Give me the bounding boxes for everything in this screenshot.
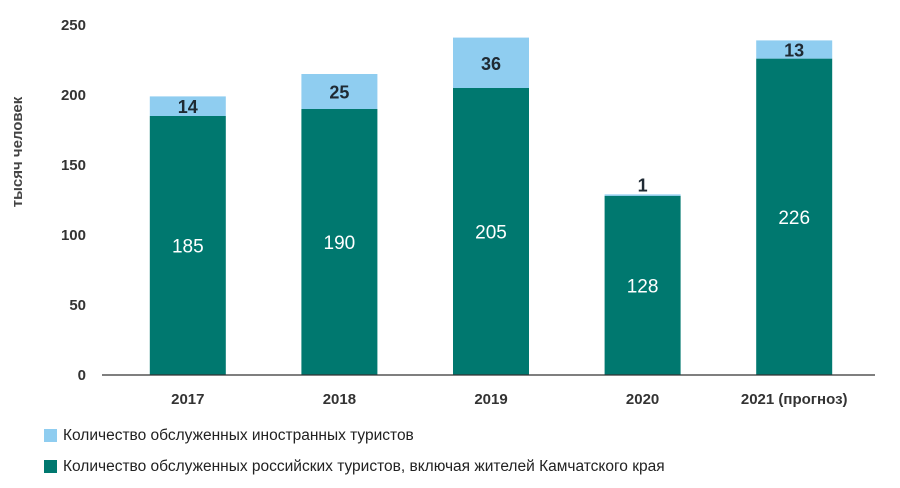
legend-label-foreign: Количество обслуженных иностранных турис…	[63, 426, 414, 444]
data-label-foreign: 25	[329, 83, 349, 103]
bar-russian	[604, 195, 681, 375]
bar-russian	[756, 58, 833, 375]
data-label-russian: 190	[324, 233, 356, 254]
y-tick-label: 200	[61, 87, 86, 104]
data-label-foreign: 14	[178, 97, 198, 117]
legend-swatch-russian	[44, 460, 57, 473]
legend-label-russian: Количество обслуженных российских турист…	[63, 457, 665, 475]
data-label-foreign: 13	[784, 41, 804, 61]
bar-russian	[453, 88, 529, 375]
y-tick-labels: 0 50 100 150 200 250	[61, 17, 86, 384]
y-tick-label: 250	[61, 17, 86, 34]
bars: 185 14 190 25 205 36 128 1 226 13	[149, 37, 833, 375]
stacked-bar-chart: тысяч человек 0 50 100 150 200 250 185 14 190 25…	[9, 17, 875, 408]
bar-foreign	[453, 37, 529, 88]
legend: Количество обслуженных иностранных турис…	[44, 426, 665, 488]
data-label-russian: 128	[627, 276, 659, 297]
x-tick-labels: 2017 2018 2019 2020 2021 (прогноз)	[171, 391, 847, 408]
data-label-foreign: 1	[638, 175, 648, 195]
x-tick-label: 2019	[474, 391, 507, 408]
y-axis-label: тысяч человек	[9, 96, 26, 207]
bar-foreign	[756, 40, 833, 59]
y-tick-label: 0	[78, 367, 86, 384]
data-label-russian: 205	[475, 223, 507, 244]
data-label-russian: 226	[778, 208, 810, 229]
y-tick-label: 150	[61, 157, 86, 174]
data-label-russian: 185	[172, 237, 204, 258]
x-tick-label: 2018	[323, 391, 356, 408]
y-tick-label: 50	[69, 297, 86, 314]
y-axis-label-group: тысяч человек	[9, 96, 26, 207]
x-tick-label: 2017	[171, 391, 204, 408]
data-label-foreign: 36	[481, 54, 501, 74]
bar-foreign	[149, 96, 226, 116]
legend-item-russian: Количество обслуженных российских турист…	[44, 457, 665, 476]
y-tick-label: 100	[61, 227, 86, 244]
bar-foreign	[604, 194, 681, 196]
x-tick-label: 2020	[626, 391, 659, 408]
bar-russian	[301, 109, 378, 375]
legend-swatch-foreign	[44, 429, 57, 442]
x-tick-label: 2021 (прогноз)	[741, 391, 848, 408]
bar-foreign	[301, 74, 378, 109]
bar-russian	[149, 116, 226, 375]
legend-item-foreign: Количество обслуженных иностранных турис…	[44, 426, 665, 445]
